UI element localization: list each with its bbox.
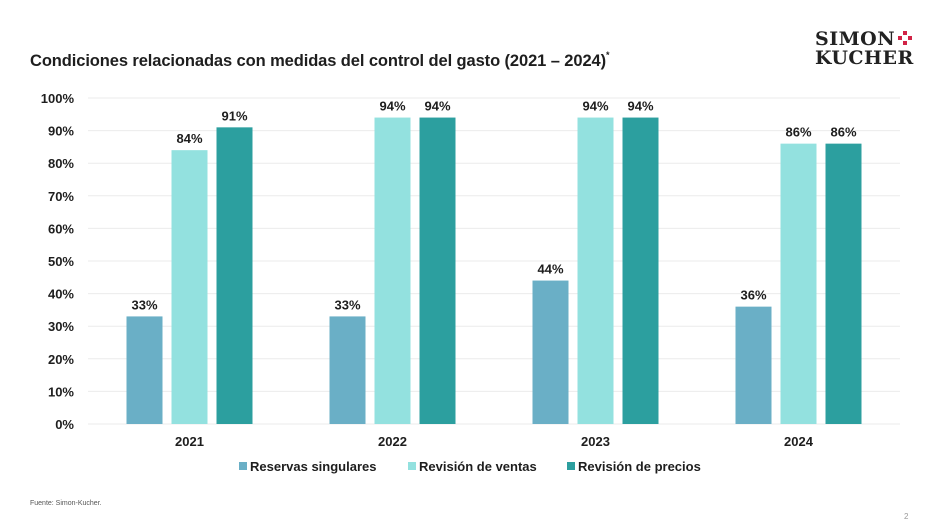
- y-tick-label: 80%: [48, 156, 74, 171]
- y-tick-label: 50%: [48, 254, 74, 269]
- chart-title-text: Condiciones relacionadas con medidas del…: [30, 52, 606, 70]
- y-tick-label: 10%: [48, 384, 74, 399]
- bar: [126, 316, 163, 424]
- title-footnote-marker: *: [606, 50, 610, 60]
- x-tick-label: 2021: [175, 434, 204, 449]
- legend-label: Revisión de ventas: [419, 459, 537, 474]
- data-label: 44%: [537, 262, 563, 277]
- bar: [329, 316, 366, 424]
- data-label: 94%: [582, 99, 608, 114]
- x-tick-label: 2023: [581, 434, 610, 449]
- data-label: 86%: [785, 125, 811, 140]
- bar: [374, 117, 411, 424]
- data-label: 33%: [334, 297, 360, 312]
- data-label: 86%: [830, 125, 856, 140]
- x-tick-label: 2022: [378, 434, 407, 449]
- data-label: 91%: [221, 108, 247, 123]
- data-label: 94%: [424, 99, 450, 114]
- data-label: 84%: [176, 131, 202, 146]
- legend-label: Revisión de precios: [578, 459, 701, 474]
- data-label: 94%: [379, 99, 405, 114]
- data-label: 94%: [627, 99, 653, 114]
- legend-label: Reservas singulares: [250, 459, 376, 474]
- y-tick-label: 20%: [48, 352, 74, 367]
- source-note: Fuente: Simon-Kucher.: [30, 500, 102, 507]
- bar: [532, 280, 569, 424]
- logo-dots-icon: [898, 31, 913, 45]
- y-tick-label: 60%: [48, 221, 74, 236]
- y-tick-label: 90%: [48, 124, 74, 139]
- chart-title: Condiciones relacionadas con medidas del…: [30, 50, 610, 71]
- page-number: 2: [904, 512, 909, 521]
- legend-swatch: [567, 462, 575, 470]
- bar: [171, 150, 208, 424]
- logo-text-line2: KUCHER: [815, 47, 914, 69]
- y-tick-label: 0%: [55, 417, 74, 432]
- bar: [622, 117, 659, 424]
- data-label: 33%: [131, 297, 157, 312]
- x-tick-label: 2024: [784, 434, 814, 449]
- legend-swatch: [239, 462, 247, 470]
- y-tick-label: 40%: [48, 287, 74, 302]
- y-tick-label: 70%: [48, 189, 74, 204]
- simon-kucher-logo: SIMON KUCHER: [815, 30, 914, 68]
- logo-text-line1: SIMON: [815, 28, 896, 50]
- legend-swatch: [408, 462, 416, 470]
- bar: [577, 117, 614, 424]
- bar: [419, 117, 456, 424]
- bar: [780, 143, 817, 424]
- y-tick-label: 100%: [41, 91, 75, 106]
- bar: [216, 127, 253, 424]
- bar: [735, 306, 772, 424]
- data-label: 36%: [740, 288, 766, 303]
- bar: [825, 143, 862, 424]
- y-tick-label: 30%: [48, 319, 74, 334]
